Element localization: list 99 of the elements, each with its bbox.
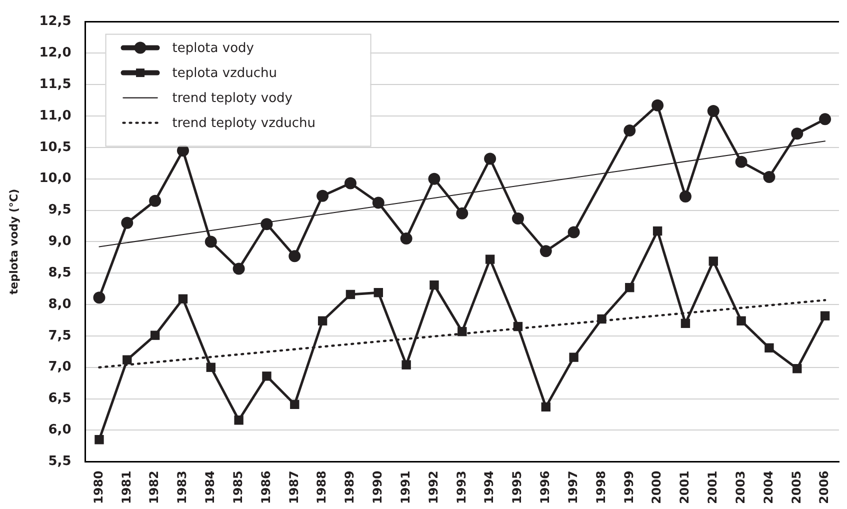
- legend-label: trend teploty vody: [172, 91, 293, 106]
- point: [94, 435, 104, 444]
- point: [652, 226, 662, 236]
- point: [344, 177, 356, 190]
- y-tick-label: 11,0: [39, 108, 72, 124]
- point: [569, 352, 578, 362]
- point: [150, 330, 160, 340]
- x-tick-label: 2000: [650, 470, 664, 504]
- y-tick-label: 8,0: [48, 296, 72, 312]
- point: [624, 124, 636, 136]
- y-tick-label: 10,0: [39, 171, 72, 186]
- x-tick-label: 1987: [286, 470, 301, 504]
- x-tick-label: 2001: [706, 470, 720, 504]
- point: [597, 314, 606, 324]
- x-tick-label: 1992: [426, 470, 440, 504]
- point: [204, 236, 217, 248]
- point: [791, 128, 804, 140]
- point: [764, 343, 774, 352]
- y-tick-label: 6,5: [48, 391, 72, 406]
- x-tick-label: 2001: [678, 470, 692, 504]
- legend-label: trend teploty vzduchu: [172, 116, 316, 132]
- y-tick-label: 11,5: [39, 77, 72, 92]
- y-tick-label: 7,0: [48, 360, 72, 375]
- point: [260, 218, 273, 230]
- y-tick-label: 9,5: [48, 202, 72, 218]
- point: [625, 282, 634, 292]
- point: [540, 245, 552, 258]
- x-tick-label: 1988: [314, 470, 329, 504]
- point: [206, 362, 216, 372]
- x-tick-label: 1981: [119, 470, 134, 504]
- point: [568, 226, 580, 238]
- point: [679, 190, 692, 202]
- point: [400, 232, 412, 245]
- point: [820, 311, 830, 320]
- point: [458, 326, 467, 336]
- point: [428, 172, 440, 185]
- y-tick-label: 7,5: [48, 328, 72, 344]
- x-tick-label: 1983: [175, 470, 190, 504]
- point: [512, 212, 524, 224]
- point: [121, 216, 134, 229]
- x-tick-label: 1997: [566, 470, 580, 504]
- point: [232, 262, 245, 275]
- point: [819, 113, 832, 126]
- y-tick-label: 12,5: [39, 14, 72, 30]
- point: [290, 400, 300, 410]
- y-tick-label: 5,5: [48, 454, 72, 469]
- legend-label: teplota vzduchu: [172, 66, 278, 82]
- y-tick-label: 10,5: [39, 140, 72, 155]
- point: [430, 280, 439, 290]
- point: [484, 152, 496, 165]
- point: [485, 254, 495, 264]
- x-tick-label: 1990: [370, 470, 385, 504]
- x-tick-label: 1994: [482, 470, 496, 504]
- point: [262, 372, 272, 381]
- point: [178, 294, 188, 304]
- x-tick-label: 1989: [342, 470, 357, 504]
- point: [234, 416, 244, 425]
- point: [735, 156, 748, 168]
- point: [680, 318, 690, 328]
- x-tick-label: 1985: [230, 470, 245, 504]
- point: [541, 402, 550, 412]
- point: [346, 290, 356, 300]
- x-tick-label: 1980: [91, 470, 106, 504]
- y-tick-label: 6,0: [48, 422, 72, 438]
- x-tick-label: 1991: [398, 470, 412, 504]
- x-tick-label: 2004: [761, 470, 776, 504]
- x-tick-label: 2005: [789, 470, 804, 504]
- point: [122, 355, 132, 364]
- legend-label: teplota vody: [172, 41, 254, 56]
- point: [763, 170, 776, 183]
- x-tick-label: 1995: [510, 470, 524, 504]
- point: [707, 105, 720, 118]
- point: [792, 364, 802, 374]
- point: [708, 256, 718, 266]
- point: [456, 207, 468, 220]
- x-tick-label: 1998: [594, 470, 608, 504]
- point: [402, 360, 411, 370]
- y-axis-title: teplota vody (°C): [7, 188, 20, 295]
- point: [318, 316, 328, 326]
- point: [736, 316, 746, 326]
- point: [149, 194, 162, 207]
- point: [93, 292, 106, 304]
- y-tick-label: 8,5: [48, 265, 72, 280]
- point: [374, 288, 383, 298]
- x-tick-label: 1984: [203, 470, 218, 504]
- point: [513, 322, 523, 332]
- x-tick-label: 1993: [454, 470, 468, 504]
- point: [316, 190, 329, 202]
- y-tick-label: 12,0: [39, 46, 72, 61]
- x-tick-label: 2006: [817, 470, 832, 504]
- x-tick-label: 1982: [147, 470, 162, 504]
- y-tick-label: 9,0: [48, 234, 72, 250]
- x-tick-label: 2003: [733, 470, 748, 504]
- x-tick-label: 1999: [622, 470, 636, 504]
- point: [372, 196, 384, 209]
- x-tick-label: 1996: [538, 470, 552, 504]
- x-tick-label: 1986: [258, 470, 273, 504]
- point: [652, 99, 664, 112]
- point: [288, 250, 301, 262]
